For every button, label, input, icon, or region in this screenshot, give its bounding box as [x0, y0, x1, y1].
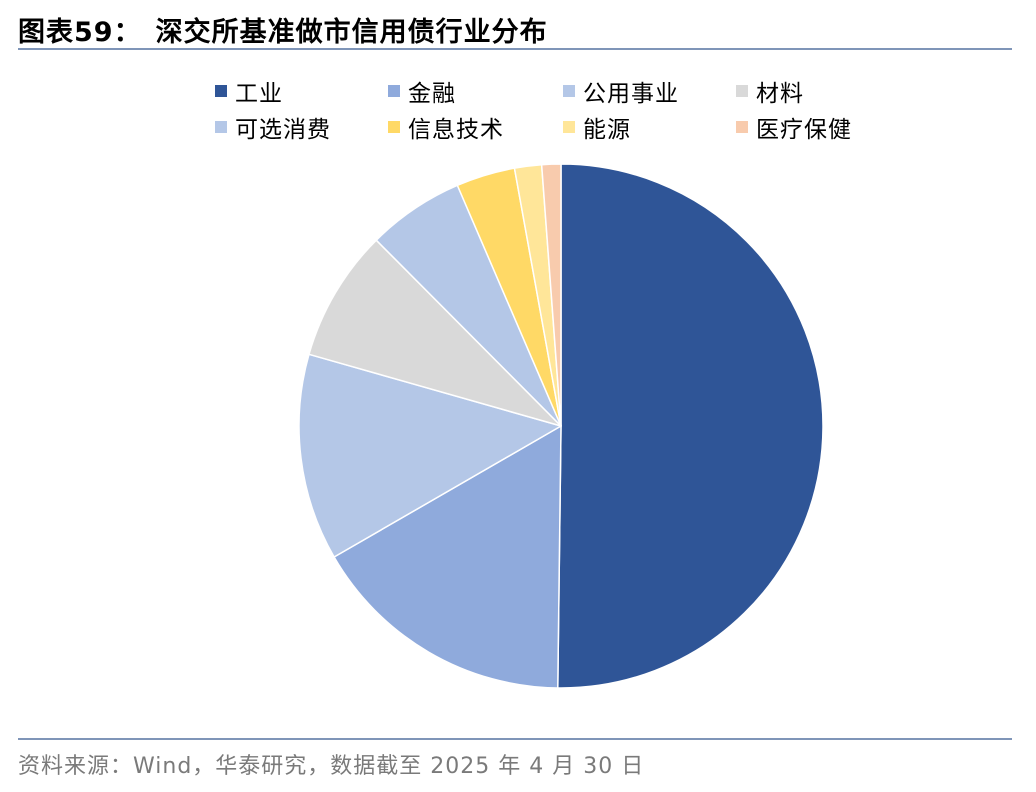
source-divider — [18, 738, 1012, 740]
legend-label: 公用事业 — [583, 81, 679, 107]
legend-swatch — [388, 85, 400, 97]
legend-item: 医疗保健 — [736, 110, 852, 144]
legend-label: 工业 — [235, 81, 283, 107]
legend-label: 能源 — [583, 117, 631, 143]
legend-swatch — [563, 121, 575, 133]
legend-label: 金融 — [408, 81, 456, 107]
legend-swatch — [736, 121, 748, 133]
legend-swatch — [215, 121, 227, 133]
pie-slice — [308, 239, 562, 427]
legend-item: 能源 — [563, 110, 631, 144]
title-divider — [18, 48, 1012, 50]
legend-label: 可选消费 — [235, 117, 331, 143]
pie-slice — [540, 163, 562, 427]
legend-label: 材料 — [756, 81, 804, 107]
legend-swatch — [215, 85, 227, 97]
legend-item: 金融 — [388, 74, 456, 108]
legend-item: 材料 — [736, 74, 804, 108]
chart-legend: 工业 金融 公用事业 材料可选消费 信息技术 能源 医疗保健 — [0, 0, 1036, 150]
pie-slice — [557, 163, 824, 689]
legend-label: 信息技术 — [408, 117, 504, 143]
figure-label: 图表59： — [18, 17, 142, 48]
legend-item: 工业 — [215, 74, 283, 108]
figure-title: 图表59： 深交所基准做市信用债行业分布 — [18, 10, 548, 49]
legend-label: 医疗保健 — [756, 117, 852, 143]
source-note: 资料来源：Wind，华泰研究，数据截至 2025 年 4 月 30 日 — [18, 754, 645, 779]
legend-item: 可选消费 — [215, 110, 331, 144]
figure-title-text: 深交所基准做市信用债行业分布 — [155, 17, 548, 48]
legend-item: 公用事业 — [563, 74, 679, 108]
legend-item: 信息技术 — [388, 110, 504, 144]
legend-swatch — [563, 85, 575, 97]
pie-slice — [333, 425, 562, 689]
pie-slice — [298, 353, 562, 558]
legend-swatch — [388, 121, 400, 133]
legend-swatch — [736, 85, 748, 97]
